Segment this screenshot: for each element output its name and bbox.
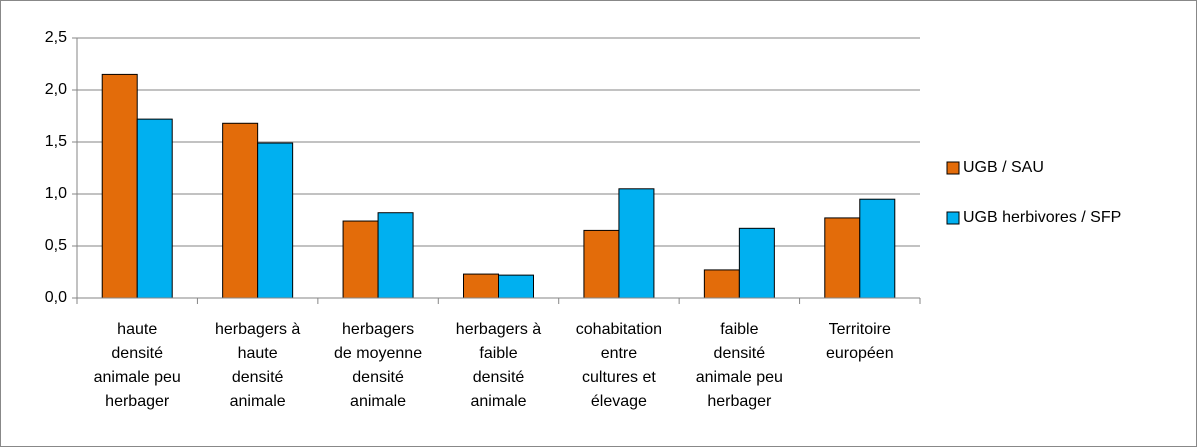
y-tick-label: 1,5 bbox=[45, 133, 67, 150]
bar bbox=[257, 142, 294, 299]
x-tick-label: herbagers à faible densité animale bbox=[455, 321, 542, 410]
y-tick-label: 0,0 bbox=[45, 289, 67, 306]
bar bbox=[859, 198, 896, 299]
x-tick-label: haute densité animale peu herbager bbox=[93, 321, 181, 410]
bar bbox=[101, 73, 138, 299]
y-tick-label: 1,0 bbox=[45, 185, 67, 202]
bar bbox=[342, 220, 379, 299]
bar bbox=[618, 188, 655, 299]
bar bbox=[377, 212, 414, 299]
y-tick-label: 2,5 bbox=[45, 29, 67, 46]
bar bbox=[583, 229, 620, 299]
legend-label: UGB / SAU bbox=[963, 159, 1044, 176]
bar bbox=[498, 274, 534, 299]
bar bbox=[222, 122, 259, 299]
bar bbox=[703, 269, 740, 299]
legend-label: UGB herbivores / SFP bbox=[963, 209, 1121, 226]
x-tick-label: faible densité animale peu herbager bbox=[695, 321, 783, 410]
legend-swatch bbox=[946, 211, 960, 225]
x-tick-label: cohabitation entre cultures et élevage bbox=[575, 321, 663, 410]
bar bbox=[463, 273, 499, 299]
bar bbox=[136, 118, 173, 299]
bar bbox=[824, 217, 861, 299]
x-tick-label: Territoire européen bbox=[825, 321, 894, 362]
x-tick-label: herbagers à haute densité animale bbox=[214, 321, 301, 410]
bar bbox=[738, 227, 775, 299]
y-tick-label: 0,5 bbox=[45, 237, 67, 254]
legend-swatch bbox=[946, 161, 960, 175]
y-tick-label: 2,0 bbox=[45, 81, 67, 98]
x-tick-label: herbagers de moyenne densité animale bbox=[334, 321, 423, 410]
